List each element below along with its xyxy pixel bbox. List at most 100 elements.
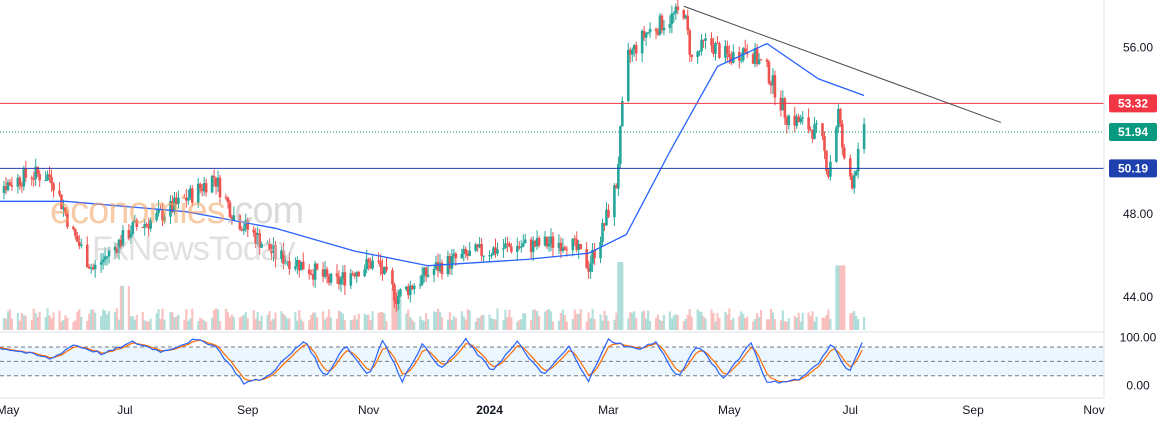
volume-bar: [20, 313, 23, 330]
volume-bar: [407, 309, 410, 330]
candle-body: [294, 266, 297, 269]
volume-bar: [518, 319, 521, 330]
volume-bar: [797, 312, 800, 330]
candle-body: [644, 33, 648, 38]
volume-bar: [210, 317, 214, 330]
candle-body: [353, 273, 357, 277]
volume-bar: [688, 309, 691, 330]
volume-bar: [773, 319, 777, 330]
volume-bar: [436, 308, 440, 330]
volume-bar: [488, 314, 491, 330]
volume-bar: [468, 310, 471, 330]
volume-bar: [100, 316, 103, 330]
candle-body: [698, 51, 701, 53]
candle-body: [686, 15, 690, 31]
volume-bar: [107, 311, 111, 330]
candle-body: [321, 269, 325, 277]
volume-bar: [627, 318, 630, 330]
candle-body: [412, 285, 416, 290]
volume-bar: [432, 311, 436, 330]
volume-bar: [121, 285, 125, 330]
volume-bar: [837, 265, 840, 330]
candle-body: [545, 236, 549, 247]
candle-body: [367, 258, 370, 263]
volume-bar: [857, 319, 860, 330]
volume-bar: [8, 309, 12, 330]
candle-body: [515, 246, 519, 252]
candle-body: [141, 226, 145, 228]
candle-body: [684, 15, 688, 19]
time-tick-label: Sep: [237, 403, 259, 417]
volume-bar: [532, 309, 535, 330]
candle-body: [299, 261, 303, 271]
volume-bar: [371, 311, 374, 330]
candle-body: [272, 244, 275, 253]
candle-body: [204, 183, 208, 193]
candle-body: [296, 260, 299, 267]
candle-body: [20, 185, 24, 187]
volume-bar: [86, 320, 89, 330]
candle-body: [862, 123, 866, 150]
stochastic-panel: [0, 337, 1104, 385]
candle-body: [230, 217, 234, 221]
volume-bar: [613, 319, 616, 330]
candle-body: [30, 177, 34, 179]
candle-body: [175, 197, 178, 204]
volume-bar: [752, 321, 755, 330]
volume-bar: [177, 314, 180, 330]
volume-bar: [599, 314, 602, 330]
candle-body: [617, 164, 620, 189]
volume-bar: [654, 318, 658, 330]
candle-body: [494, 247, 497, 254]
volume-bar: [147, 321, 150, 330]
candle-body: [284, 261, 287, 264]
volume-bar: [530, 320, 533, 330]
volume-bar: [674, 314, 677, 330]
volume-bar: [496, 308, 499, 330]
candle-body: [335, 273, 339, 277]
volume-bar: [841, 265, 844, 330]
candle-body: [490, 255, 493, 257]
volume-bar: [385, 321, 388, 330]
candle-body: [619, 126, 622, 165]
candle-body: [710, 38, 713, 46]
volume-bar: [631, 312, 634, 330]
candle-body: [280, 250, 283, 259]
volume-bar: [288, 318, 291, 330]
candle-body: [190, 188, 194, 203]
volume-bar: [90, 309, 93, 330]
candle-body: [422, 267, 426, 275]
volume-bar: [781, 310, 784, 330]
volume-bar: [490, 318, 493, 330]
candle-body: [621, 101, 624, 127]
candle-body: [517, 246, 521, 248]
volume-bar: [242, 314, 245, 330]
volume-bar: [254, 318, 257, 330]
volume-bar: [551, 321, 555, 330]
volume-bar: [337, 310, 341, 330]
time-tick-label: Nov: [1083, 403, 1104, 417]
volume-bar: [524, 313, 527, 330]
volume-bar: [135, 314, 138, 330]
volume-bar: [807, 312, 810, 330]
volume-bar: [171, 312, 174, 330]
volume-bar: [296, 320, 299, 330]
volume-bar: [460, 311, 463, 330]
candle-body: [504, 243, 507, 249]
candle-body: [226, 197, 230, 203]
volume-bar: [740, 311, 743, 330]
candle-body: [743, 48, 747, 53]
volume-bar: [260, 315, 263, 330]
candle-body: [795, 116, 799, 126]
candle-body: [700, 39, 703, 52]
volume-bar: [349, 319, 352, 330]
candle-body: [488, 255, 491, 257]
candle-body: [464, 249, 468, 255]
volume-bar: [38, 311, 41, 330]
candle-body: [79, 244, 83, 247]
volume-bar: [48, 315, 51, 330]
volume-bar: [343, 320, 346, 330]
candle-body: [732, 52, 735, 63]
